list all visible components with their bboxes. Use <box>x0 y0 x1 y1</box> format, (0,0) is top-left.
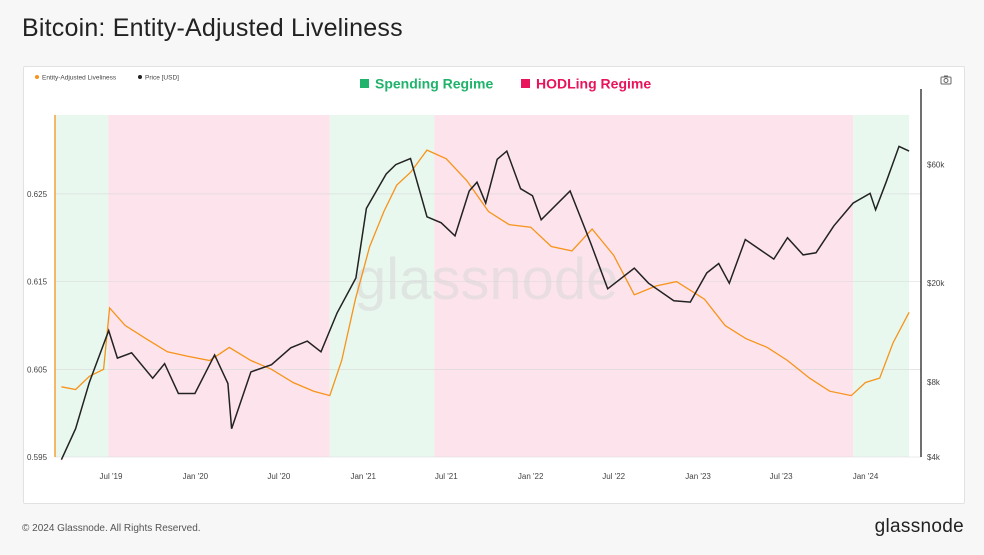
y-right-tick-label: $8k <box>927 378 941 387</box>
regime-band-spending-0 <box>55 115 109 457</box>
series-line-price <box>60 145 910 461</box>
regime-band-spending-4 <box>853 115 910 457</box>
y-right-tick-label: $4k <box>927 453 941 462</box>
series-line-liveliness <box>61 149 910 397</box>
x-tick-label: Jan '21 <box>350 472 376 481</box>
footer-copyright: © 2024 Glassnode. All Rights Reserved. <box>22 523 201 534</box>
x-ticks: Jul '19 Jan '20 Jul '20 Jan '21 Jul '21 Jan '… <box>100 472 879 481</box>
camera-icon-top <box>944 75 948 78</box>
x-tick-label: Jul '22 <box>602 472 625 481</box>
legend-label-liveliness: Entity-Adjusted Liveliness <box>42 75 117 82</box>
x-tick-label: Jan '23 <box>685 472 711 481</box>
page-title: Bitcoin: Entity-Adjusted Liveliness <box>22 14 403 42</box>
regime-band-hodling-3 <box>434 115 854 457</box>
y-left-tick-label: 0.625 <box>27 190 48 199</box>
grid-lines <box>55 193 921 458</box>
x-tick-label: Jan '22 <box>518 472 544 481</box>
legend-dot-liveliness <box>35 75 39 79</box>
legend-label-price: Price [USD] <box>145 75 179 82</box>
y-left-tick-label: 0.595 <box>27 453 48 462</box>
chart-svg: glassnode 0.595 0.605 0.615 0.625 $4k $8k $20… <box>27 75 952 481</box>
hodling-regime-label: HODLing Regime <box>536 76 651 92</box>
x-tick-label: Jan '20 <box>183 472 209 481</box>
y-left-tick-label: 0.615 <box>27 278 48 287</box>
legend-entry-price[interactable]: Price [USD] <box>138 75 179 82</box>
regime-bands <box>55 115 910 457</box>
chart-card: glassnode 0.595 0.605 0.615 0.625 $4k $8k $20… <box>23 66 965 504</box>
y-right-tick-label: $20k <box>927 279 945 288</box>
regime-band-spending-2 <box>329 115 435 457</box>
x-tick-label: Jul '21 <box>435 472 458 481</box>
y-right-tick-label: $60k <box>927 161 945 170</box>
camera-icon[interactable] <box>940 75 952 85</box>
legend-entry-liveliness[interactable]: Entity-Adjusted Liveliness <box>35 75 117 82</box>
regime-legend: Spending Regime HODLing Regime <box>360 76 651 92</box>
x-tick-label: Jan '24 <box>853 472 879 481</box>
x-tick-label: Jul '19 <box>100 472 123 481</box>
spending-regime-swatch <box>360 79 369 88</box>
legend-dot-price <box>138 75 142 79</box>
regime-band-hodling-1 <box>108 115 330 457</box>
x-tick-label: Jul '23 <box>770 472 793 481</box>
x-tick-label: Jul '20 <box>267 472 290 481</box>
spending-regime-label: Spending Regime <box>375 76 493 92</box>
y-right-ticks: $4k $8k $20k $60k <box>927 161 945 462</box>
footer-logo: glassnode <box>874 516 964 537</box>
y-left-tick-label: 0.605 <box>27 365 48 374</box>
camera-icon-lens <box>943 78 949 83</box>
legend: Entity-Adjusted Liveliness Price [USD] <box>35 75 179 82</box>
y-left-ticks: 0.595 0.605 0.615 0.625 <box>27 190 48 462</box>
hodling-regime-swatch <box>521 79 530 88</box>
watermark: glassnode <box>354 247 618 312</box>
